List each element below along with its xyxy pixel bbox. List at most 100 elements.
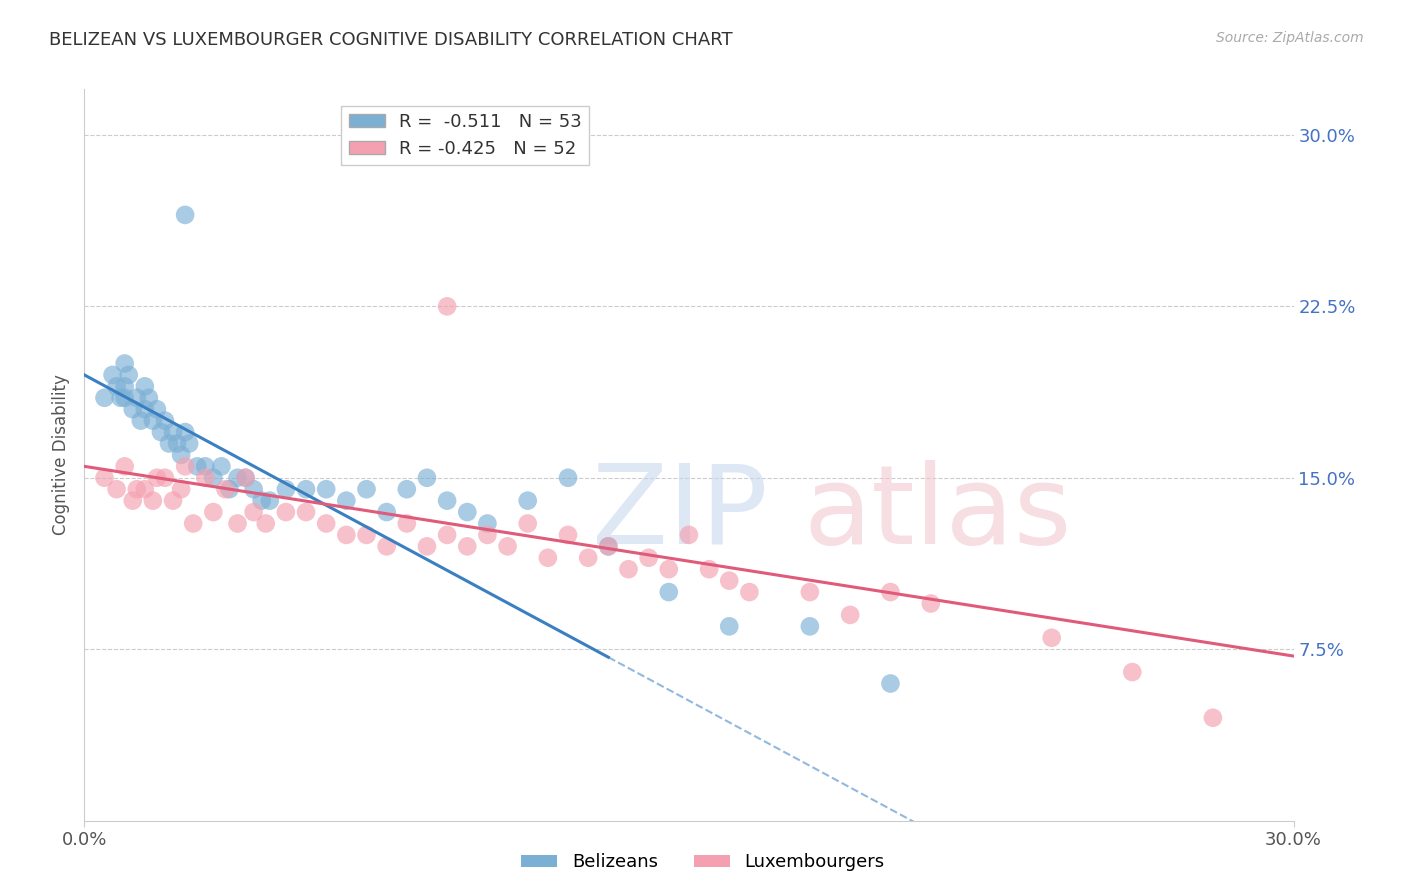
Point: [118, 368, 141, 382]
Point: [416, 539, 439, 553]
Point: [416, 471, 439, 485]
Point: [101, 368, 124, 382]
Text: Source: ZipAtlas.com: Source: ZipAtlas.com: [1216, 31, 1364, 45]
Point: [138, 391, 160, 405]
Text: atlas: atlas: [804, 460, 1073, 567]
Point: [181, 516, 204, 531]
Point: [315, 516, 337, 531]
Point: [738, 585, 761, 599]
Point: [879, 676, 901, 690]
Point: [254, 516, 277, 531]
Point: [295, 482, 318, 496]
Point: [93, 471, 115, 485]
Point: [477, 516, 499, 531]
Point: [718, 574, 741, 588]
Point: [799, 585, 821, 599]
Point: [214, 482, 236, 496]
Point: [516, 493, 538, 508]
Point: [153, 414, 176, 428]
Point: [157, 436, 180, 450]
Point: [142, 493, 165, 508]
Point: [218, 482, 240, 496]
Point: [146, 471, 169, 485]
Point: [658, 585, 681, 599]
Point: [557, 471, 579, 485]
Point: [335, 528, 357, 542]
Point: [170, 482, 193, 496]
Point: [799, 619, 821, 633]
Point: [496, 539, 519, 553]
Point: [1121, 665, 1143, 679]
Point: [170, 448, 193, 462]
Point: [162, 493, 184, 508]
Point: [93, 391, 115, 405]
Point: [375, 505, 398, 519]
Point: [516, 516, 538, 531]
Point: [235, 471, 257, 485]
Point: [194, 471, 217, 485]
Point: [395, 516, 418, 531]
Point: [242, 505, 264, 519]
Point: [456, 505, 478, 519]
Point: [617, 562, 640, 576]
Point: [356, 528, 378, 542]
Point: [202, 471, 225, 485]
Legend: R =  -0.511   N = 53, R = -0.425   N = 52: R = -0.511 N = 53, R = -0.425 N = 52: [342, 105, 589, 165]
Point: [153, 471, 176, 485]
Point: [598, 539, 620, 553]
Point: [839, 607, 862, 622]
Point: [920, 597, 942, 611]
Point: [162, 425, 184, 439]
Point: [537, 550, 560, 565]
Point: [209, 459, 232, 474]
Point: [174, 208, 197, 222]
Point: [1040, 631, 1063, 645]
Point: [295, 505, 318, 519]
Point: [678, 528, 700, 542]
Point: [395, 482, 418, 496]
Point: [174, 425, 197, 439]
Point: [637, 550, 659, 565]
Point: [105, 482, 128, 496]
Point: [436, 493, 458, 508]
Point: [226, 471, 249, 485]
Point: [235, 471, 257, 485]
Point: [226, 516, 249, 531]
Point: [149, 425, 172, 439]
Point: [242, 482, 264, 496]
Point: [718, 619, 741, 633]
Point: [114, 391, 136, 405]
Point: [105, 379, 128, 393]
Point: [134, 482, 156, 496]
Point: [114, 356, 136, 371]
Point: [274, 505, 297, 519]
Point: [879, 585, 901, 599]
Point: [598, 539, 620, 553]
Point: [179, 436, 201, 450]
Point: [658, 562, 681, 576]
Point: [274, 482, 297, 496]
Point: [114, 459, 136, 474]
Y-axis label: Cognitive Disability: Cognitive Disability: [52, 375, 70, 535]
Point: [436, 528, 458, 542]
Point: [125, 391, 148, 405]
Point: [436, 299, 458, 313]
Point: [121, 493, 143, 508]
Point: [315, 482, 337, 496]
Point: [146, 402, 169, 417]
Point: [125, 482, 148, 496]
Point: [335, 493, 357, 508]
Point: [1202, 711, 1225, 725]
Point: [477, 528, 499, 542]
Point: [174, 459, 197, 474]
Point: [186, 459, 208, 474]
Point: [194, 459, 217, 474]
Point: [557, 528, 579, 542]
Point: [356, 482, 378, 496]
Point: [129, 414, 152, 428]
Text: ZIP: ZIP: [592, 460, 768, 567]
Point: [110, 391, 132, 405]
Point: [456, 539, 478, 553]
Point: [121, 402, 143, 417]
Point: [259, 493, 281, 508]
